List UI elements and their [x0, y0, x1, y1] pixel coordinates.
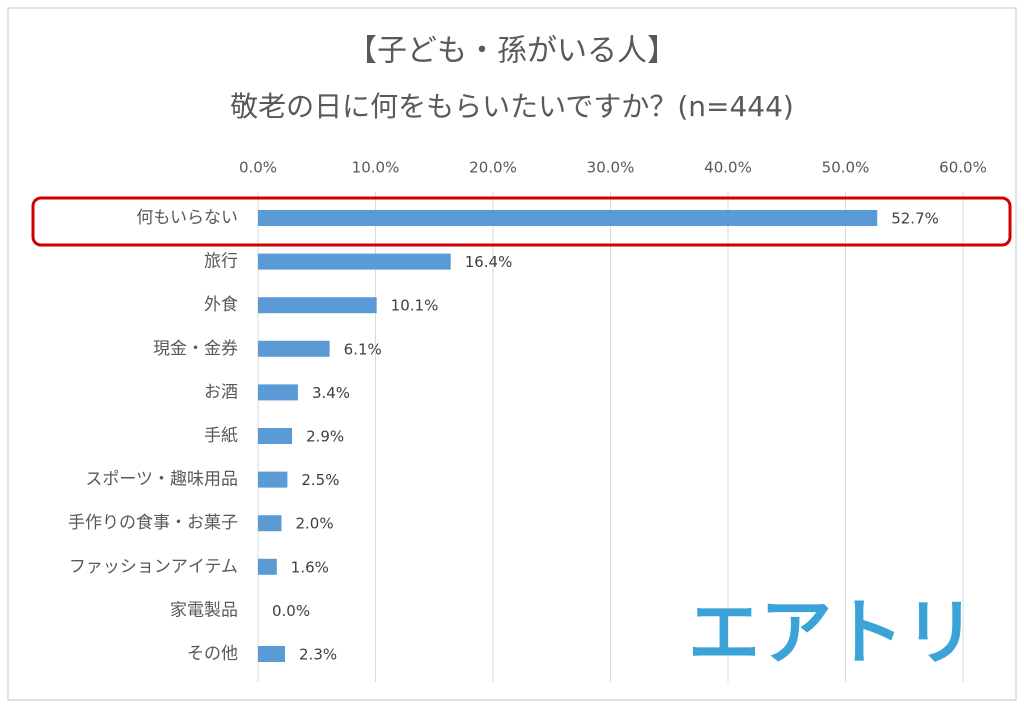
- data-label: 2.9%: [306, 428, 344, 446]
- bar: [258, 558, 277, 575]
- y-tick-label: 手紙: [204, 426, 238, 446]
- data-label: 6.1%: [344, 340, 382, 358]
- bar: [258, 253, 451, 270]
- y-tick-label: 外食: [204, 295, 238, 315]
- bar: [258, 297, 377, 314]
- data-label: 2.0%: [296, 515, 334, 533]
- data-label: 0.0%: [272, 602, 310, 620]
- bar: [258, 210, 878, 226]
- highlight-box: [31, 196, 1012, 247]
- x-tick-label: 0.0%: [239, 159, 277, 177]
- data-label: 1.6%: [291, 558, 329, 576]
- data-label: 16.4%: [465, 253, 513, 271]
- x-tick-label: 20.0%: [469, 159, 517, 177]
- y-tick-label: 手作りの食事・お菓子: [68, 513, 238, 533]
- y-tick-label: 現金・金券: [153, 339, 238, 359]
- x-tick-label: 10.0%: [352, 159, 400, 177]
- plot: 0.0% 10.0% 20.0% 30.0% 40.0% 50.0% 60.0% 何もいらない…: [68, 159, 987, 682]
- bar: [258, 428, 293, 444]
- bar: [258, 471, 288, 488]
- x-tick-label: 40.0%: [704, 159, 752, 177]
- x-tick-label: 60.0%: [939, 159, 987, 177]
- bar: [258, 646, 286, 662]
- y-tick-label: お酒: [204, 382, 238, 402]
- data-label: 3.4%: [312, 384, 350, 402]
- y-tick-label: ファッションアイテム: [69, 557, 238, 577]
- bar: [258, 384, 298, 401]
- data-label: 10.1%: [391, 297, 439, 315]
- chart-subtitle: 敬老の日に何をもらいたいですか？(n=444): [230, 90, 794, 123]
- chart-title: 【子ども・孫がいる人】: [347, 34, 677, 69]
- y-tick-label: 旅行: [204, 252, 238, 272]
- x-tick-label: 30.0%: [587, 159, 635, 177]
- data-label: 52.7%: [891, 210, 939, 228]
- y-tick-label: 家電製品: [170, 600, 238, 620]
- bar: [258, 515, 282, 532]
- logo: エアトリ: [688, 591, 976, 675]
- y-tick-label: その他: [187, 644, 238, 664]
- bar: [258, 340, 330, 357]
- data-label: 2.5%: [301, 471, 339, 489]
- data-label: 2.3%: [299, 646, 337, 664]
- y-tick-label: スポーツ・趣味用品: [85, 470, 238, 490]
- x-tick-label: 50.0%: [822, 159, 870, 177]
- y-tick-label: 何もいらない: [136, 208, 238, 228]
- frame: [7, 7, 1017, 701]
